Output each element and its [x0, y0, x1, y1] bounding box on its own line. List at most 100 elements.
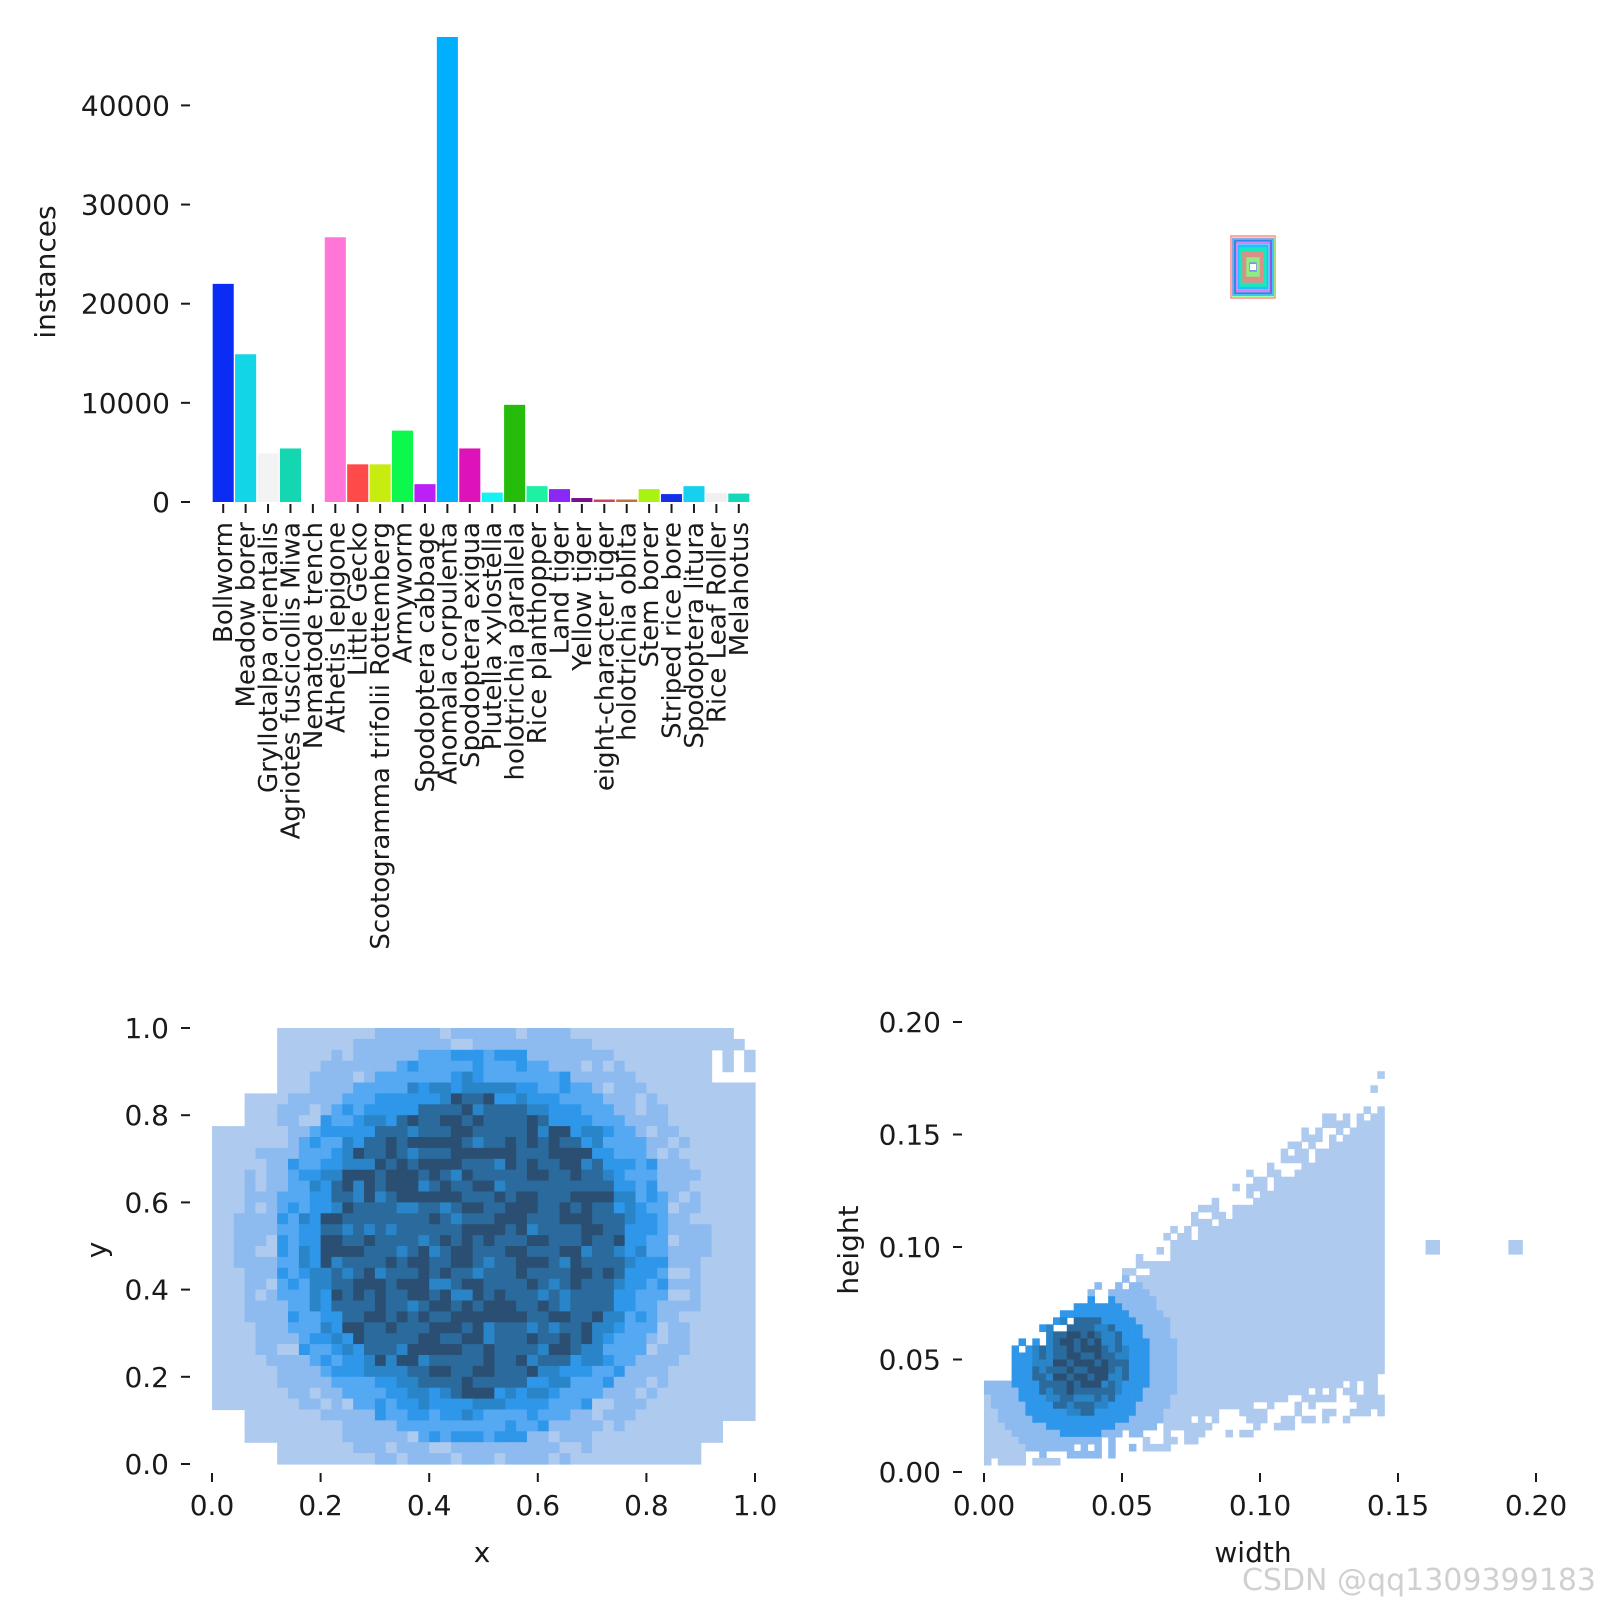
xy-xtick-label: 0.2 — [298, 1489, 343, 1522]
xy-heatmap-cell — [657, 1442, 669, 1454]
xy-heatmap-cell — [233, 1289, 246, 1302]
xy-heatmap-cell — [374, 1202, 387, 1214]
xy-heatmap-cell — [288, 1431, 300, 1443]
xy-heatmap-cell — [570, 1093, 582, 1105]
xy-heatmap-cell — [505, 1224, 517, 1236]
xy-heatmap-cell — [624, 1126, 637, 1138]
xy-heatmap-cell — [548, 1126, 561, 1138]
xy-heatmap-cell — [244, 1333, 257, 1345]
wh-heatmap-cell — [1280, 1211, 1289, 1220]
xy-heatmap-cell — [353, 1071, 365, 1084]
xy-heatmap-cell — [700, 1158, 713, 1171]
xy-heatmap-cell — [429, 1147, 441, 1160]
xy-heatmap-cell — [548, 1158, 561, 1171]
xy-heatmap-cell — [331, 1169, 343, 1182]
wh-heatmap-cell — [1266, 1169, 1275, 1178]
xy-heatmap-cell — [374, 1191, 387, 1203]
xy-heatmap-cell — [548, 1376, 561, 1389]
wh-heatmap-cell — [1280, 1190, 1289, 1199]
xy-heatmap-cell — [407, 1071, 419, 1084]
wh-heatmap-cell — [1163, 1387, 1171, 1396]
xy-heatmap-cell — [353, 1289, 365, 1302]
xy-heatmap-cell — [277, 1049, 289, 1062]
wh-heatmap-cell — [1294, 1373, 1302, 1382]
wh-heatmap-cell — [1315, 1162, 1323, 1171]
xy-heatmap-cell — [722, 1158, 734, 1171]
wh-heatmap-cell — [1073, 1436, 1082, 1445]
xy-heatmap-cell — [212, 1344, 224, 1356]
wh-heatmap-cell — [1135, 1352, 1144, 1361]
wh-heatmap-cell — [1260, 1324, 1268, 1332]
xy-heatmap-cell — [700, 1267, 713, 1280]
xy-heatmap-cell — [646, 1224, 658, 1236]
xy-heatmap-cell — [212, 1398, 224, 1411]
wh-heatmap-cell — [1363, 1310, 1371, 1318]
xy-heatmap-cell — [288, 1126, 300, 1138]
wh-heatmap-cell — [1432, 1239, 1440, 1248]
xy-heatmap-cell — [646, 1137, 658, 1149]
xy-heatmap-cell — [516, 1202, 528, 1214]
wh-heatmap-cell — [1115, 1331, 1123, 1340]
xy-heatmap-cell — [624, 1376, 637, 1389]
wh-heatmap-cell — [997, 1422, 1006, 1431]
wh-heatmap-cell — [1370, 1247, 1378, 1255]
xy-heatmap-cell — [613, 1082, 626, 1094]
wh-heatmap-cell — [1342, 1148, 1351, 1157]
wh-heatmap-cell — [1011, 1394, 1020, 1403]
xy-heatmap-cell — [592, 1028, 604, 1040]
xy-heatmap-cell — [678, 1158, 691, 1171]
xy-heatmap-cell — [711, 1387, 724, 1400]
xy-heatmap-cell — [711, 1115, 724, 1127]
xy-heatmap-cell — [592, 1158, 604, 1171]
wh-heatmap-cell — [1066, 1429, 1075, 1438]
xy-heatmap-cell — [353, 1202, 365, 1214]
wh-heatmap-cell — [1349, 1366, 1358, 1375]
xy-heatmap-cell — [722, 1387, 734, 1400]
xy-heatmap-cell — [613, 1049, 626, 1062]
wh-heatmap-cell — [984, 1422, 992, 1431]
xy-heatmap-cell — [309, 1137, 322, 1149]
xy-heatmap-cell — [342, 1235, 354, 1247]
wh-heatmap-cell — [1135, 1261, 1144, 1269]
wh-heatmap-cell — [1349, 1324, 1358, 1332]
xy-heatmap-cell — [668, 1093, 680, 1105]
wh-heatmap-cell — [1356, 1324, 1365, 1332]
wh-heatmap-cell — [1266, 1211, 1275, 1220]
xy-heatmap-cell — [516, 1355, 528, 1367]
xy-heatmap-cell — [429, 1300, 441, 1312]
xy-heatmap-cell — [429, 1398, 441, 1411]
xy-heatmap-cell — [548, 1104, 561, 1116]
xy-heatmap-cell — [450, 1180, 463, 1193]
xy-heatmap-cell — [418, 1376, 430, 1389]
xy-heatmap-cell — [472, 1071, 485, 1084]
xy-heatmap-cell — [298, 1322, 311, 1334]
xy-heatmap-cell — [646, 1311, 658, 1323]
xy-heatmap-cell — [668, 1202, 680, 1214]
wh-heatmap-cell — [1025, 1394, 1033, 1403]
xy-heatmap-cell — [581, 1267, 593, 1280]
xy-heatmap-cell — [505, 1431, 517, 1443]
wh-heatmap-cell — [1087, 1289, 1095, 1297]
xy-heatmap-cell — [320, 1289, 333, 1302]
xy-heatmap-cell — [581, 1158, 593, 1171]
wh-heatmap-cell — [1301, 1197, 1309, 1206]
wh-heatmap-cell — [1322, 1275, 1330, 1283]
xy-heatmap-cell — [364, 1213, 376, 1225]
xy-heatmap-cell — [212, 1333, 224, 1345]
xy-heatmap-cell — [592, 1376, 604, 1389]
wh-heatmap-cell — [1246, 1282, 1254, 1290]
xy-heatmap-cell — [353, 1344, 365, 1356]
wh-heatmap-cell — [1225, 1275, 1233, 1283]
wh-heatmap-cell — [1170, 1239, 1178, 1248]
wh-heatmap-cell — [1108, 1443, 1116, 1452]
xy-heatmap-cell — [559, 1137, 571, 1149]
wh-heatmap-cell — [1356, 1401, 1365, 1410]
xy-heatmap-cell — [570, 1049, 582, 1062]
xy-heatmap-cell — [212, 1267, 224, 1280]
wh-heatmap-cell — [1377, 1183, 1385, 1192]
xy-heatmap-cell — [429, 1049, 441, 1062]
xy-heatmap-cell — [722, 1104, 734, 1116]
wh-heatmap-cell — [1239, 1408, 1247, 1417]
wh-heatmap-cell — [1356, 1218, 1365, 1227]
xy-heatmap-cell — [396, 1028, 409, 1040]
